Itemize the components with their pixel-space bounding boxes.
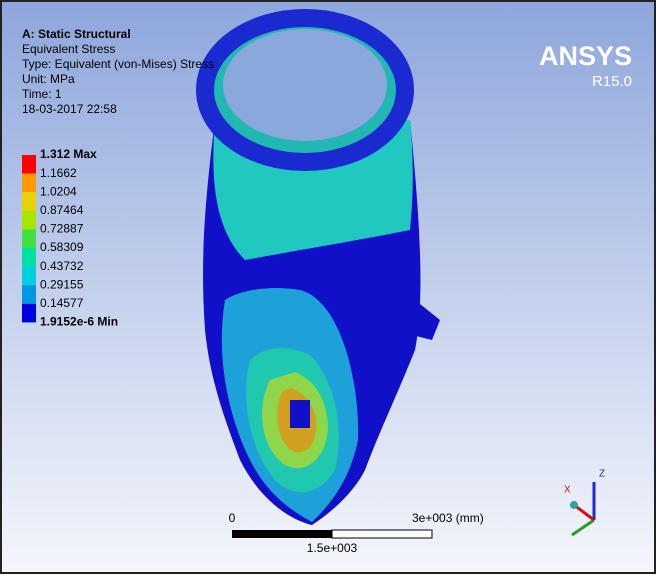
legend-label: 1.0204 bbox=[40, 184, 77, 198]
triad-x: X bbox=[564, 485, 571, 496]
legend-swatch bbox=[22, 285, 36, 304]
legend-swatch bbox=[22, 192, 36, 211]
legend-swatch bbox=[22, 267, 36, 286]
logo-version: R15.0 bbox=[592, 73, 632, 90]
triad-z: Z bbox=[599, 469, 605, 480]
legend-swatch bbox=[22, 211, 36, 230]
legend-label: 0.43732 bbox=[40, 259, 84, 273]
legend-label: 0.58309 bbox=[40, 240, 84, 254]
legend-swatch bbox=[22, 248, 36, 267]
scale-start: 0 bbox=[229, 511, 236, 525]
legend-swatch bbox=[22, 304, 36, 323]
scale-mid: 1.5e+003 bbox=[307, 541, 358, 555]
scale-bar-light bbox=[332, 530, 432, 538]
legend-swatch bbox=[22, 155, 36, 174]
legend-label: 1.9152e-6 Min bbox=[40, 315, 118, 329]
header-line: Type: Equivalent (von-Mises) Stress bbox=[22, 57, 214, 71]
header-title: A: Static Structural bbox=[22, 27, 131, 41]
scale-bar-dark bbox=[232, 530, 332, 538]
header-line: 18-03-2017 22:58 bbox=[22, 102, 117, 116]
legend-label: 0.14577 bbox=[40, 296, 84, 310]
legend-label: 0.29155 bbox=[40, 277, 84, 291]
logo-name: ANSYS bbox=[539, 41, 632, 71]
legend-label: 0.87464 bbox=[40, 203, 84, 217]
legend-label: 0.72887 bbox=[40, 222, 84, 236]
legend-label: 1.312 Max bbox=[40, 147, 97, 161]
header-line: Equivalent Stress bbox=[22, 42, 115, 56]
legend-label: 1.1662 bbox=[40, 166, 77, 180]
legend-swatch bbox=[22, 229, 36, 248]
header-line: Unit: MPa bbox=[22, 72, 75, 86]
scale-end: 3e+003 (mm) bbox=[412, 511, 484, 525]
scale-bar bbox=[232, 530, 432, 538]
legend-swatch bbox=[22, 174, 36, 193]
header-line: Time: 1 bbox=[22, 87, 62, 101]
viewport: A: Static Structural Equivalent StressTy… bbox=[0, 0, 656, 574]
